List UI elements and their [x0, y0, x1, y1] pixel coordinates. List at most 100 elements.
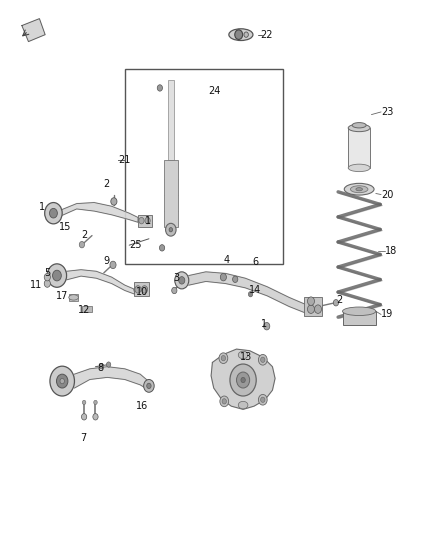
Circle shape — [57, 374, 68, 388]
Circle shape — [60, 378, 64, 384]
Circle shape — [111, 198, 117, 205]
Ellipse shape — [356, 188, 362, 191]
Text: 2: 2 — [336, 295, 343, 304]
Ellipse shape — [350, 186, 368, 192]
Circle shape — [94, 400, 97, 405]
Text: 22: 22 — [261, 30, 273, 39]
Text: 24: 24 — [208, 86, 220, 95]
Text: 10: 10 — [136, 287, 148, 296]
Text: 16: 16 — [136, 401, 148, 411]
Circle shape — [147, 383, 151, 389]
Bar — [82, 306, 92, 312]
Circle shape — [222, 399, 226, 404]
Ellipse shape — [343, 307, 376, 316]
Circle shape — [139, 217, 144, 224]
Circle shape — [145, 217, 150, 224]
Text: 1: 1 — [39, 202, 46, 212]
Ellipse shape — [348, 164, 370, 172]
Ellipse shape — [344, 183, 374, 195]
Text: 21: 21 — [118, 155, 131, 165]
Circle shape — [172, 287, 177, 294]
Text: 18: 18 — [385, 246, 398, 255]
Text: 25: 25 — [129, 240, 142, 250]
Text: 1: 1 — [261, 319, 267, 328]
Circle shape — [261, 357, 265, 362]
Text: 15: 15 — [59, 222, 71, 231]
Text: 12: 12 — [78, 305, 90, 315]
Circle shape — [241, 377, 245, 383]
Text: 20: 20 — [381, 190, 393, 199]
Circle shape — [219, 353, 228, 364]
Text: 2: 2 — [81, 230, 87, 239]
Circle shape — [49, 208, 57, 218]
Circle shape — [135, 286, 141, 293]
Circle shape — [220, 273, 226, 281]
Circle shape — [237, 372, 250, 388]
Bar — [164, 160, 178, 227]
Circle shape — [175, 272, 189, 289]
Text: 5: 5 — [44, 269, 50, 278]
Text: 17: 17 — [56, 291, 68, 301]
Circle shape — [333, 300, 339, 306]
Circle shape — [159, 245, 165, 251]
Circle shape — [307, 305, 314, 313]
Ellipse shape — [352, 123, 366, 128]
Circle shape — [179, 277, 185, 284]
Text: 14: 14 — [249, 286, 261, 295]
Polygon shape — [189, 272, 307, 313]
Text: 19: 19 — [381, 310, 393, 319]
Circle shape — [314, 305, 321, 313]
Ellipse shape — [229, 29, 253, 41]
Circle shape — [44, 273, 50, 281]
Circle shape — [79, 241, 85, 248]
Bar — [138, 215, 152, 227]
Polygon shape — [22, 19, 45, 42]
Circle shape — [166, 223, 176, 236]
Circle shape — [81, 414, 87, 420]
Ellipse shape — [69, 295, 78, 300]
Circle shape — [258, 354, 267, 365]
Text: 7: 7 — [80, 433, 86, 443]
Circle shape — [258, 394, 267, 405]
Circle shape — [45, 203, 62, 224]
Text: 8: 8 — [97, 363, 103, 373]
Circle shape — [141, 286, 148, 293]
Bar — [134, 282, 149, 296]
Circle shape — [50, 366, 74, 396]
Text: 1: 1 — [145, 216, 151, 226]
Circle shape — [220, 396, 229, 407]
Text: 2: 2 — [103, 179, 109, 189]
Circle shape — [106, 362, 111, 367]
Circle shape — [53, 270, 61, 281]
Circle shape — [261, 397, 265, 402]
Text: 3: 3 — [173, 273, 179, 283]
Circle shape — [244, 32, 248, 37]
Polygon shape — [211, 349, 275, 409]
Bar — [348, 128, 370, 168]
Bar — [168, 80, 174, 160]
Ellipse shape — [238, 401, 248, 409]
Circle shape — [82, 400, 86, 405]
Text: 9: 9 — [103, 256, 109, 266]
Text: 13: 13 — [240, 352, 252, 362]
Polygon shape — [67, 270, 135, 294]
Circle shape — [44, 280, 50, 287]
Text: 23: 23 — [381, 107, 393, 117]
Circle shape — [93, 414, 98, 420]
Circle shape — [144, 379, 154, 392]
Bar — [125, 69, 283, 264]
Text: 4: 4 — [223, 255, 230, 264]
Circle shape — [264, 322, 270, 330]
Circle shape — [157, 85, 162, 91]
Circle shape — [99, 364, 104, 369]
Circle shape — [307, 297, 314, 305]
Bar — [69, 294, 78, 301]
Circle shape — [47, 264, 67, 287]
Text: 6: 6 — [253, 257, 259, 267]
Circle shape — [248, 292, 253, 297]
Circle shape — [230, 364, 256, 396]
Circle shape — [169, 228, 173, 232]
Circle shape — [235, 30, 243, 39]
Polygon shape — [74, 367, 149, 390]
Circle shape — [221, 356, 226, 361]
